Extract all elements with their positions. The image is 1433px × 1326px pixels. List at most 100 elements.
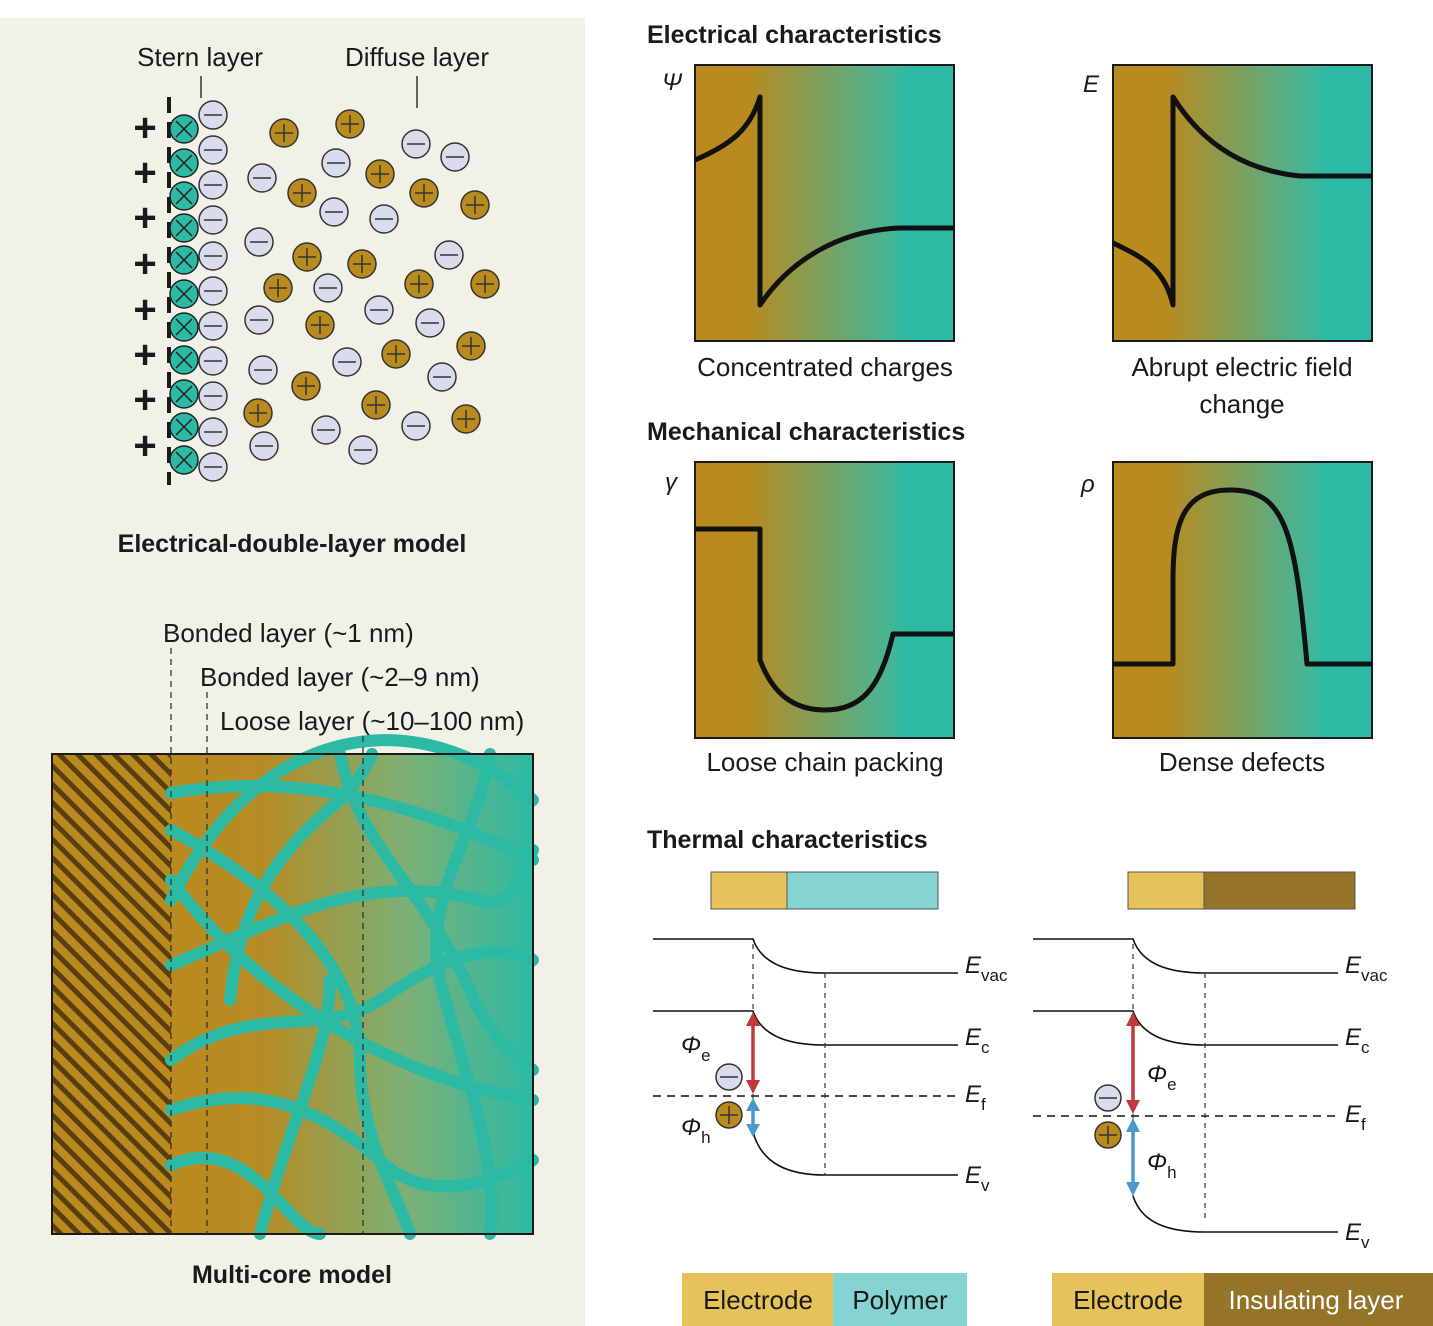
legend-insulating-label: Insulating layer [1229,1285,1404,1315]
diffuse-anion [244,305,274,335]
diffuse-anion [401,411,431,441]
edl-model-title: Electrical-double-layer model [118,530,467,558]
phi-h-label-left: Φh [681,1114,711,1147]
psi-axis-symbol: Ψ [662,69,683,96]
ev-label-right: Ev [1345,1219,1370,1252]
multicore-model-title: Multi-core model [192,1261,392,1289]
diffuse-anion [321,148,351,178]
adsorbed-ion [169,148,199,178]
gamma-plot-frame [694,461,955,739]
rho-axis-symbol: ρ [1080,471,1095,498]
electron-arrow-head-up [746,1012,760,1026]
plus-charge: + [133,424,156,468]
diffuse-layer-label: Diffuse layer [345,42,489,72]
stern-anion [198,205,228,235]
stern-anion [198,311,228,341]
diffuse-cation [291,371,321,401]
diffuse-anion [247,163,277,193]
diffuse-cation [292,242,322,272]
diffuse-cation [381,339,411,369]
diffuse-anion [313,273,343,303]
loose-layer-label: Loose layer (~10–100 nm) [220,706,524,736]
diffuse-cation [305,310,335,340]
polymer-band-lines [653,938,958,1176]
diffuse-cation [470,269,500,299]
polymer-color-bar [786,871,939,910]
psi-plot-frame [694,64,955,342]
plus-charge: + [133,196,156,240]
stern-anion [198,241,228,271]
gamma-axis-symbol: γ [665,469,679,496]
diffuse-cation [365,159,395,189]
e-field-caption-line2: change [1199,389,1284,419]
electrode-color-bar-right [1127,871,1205,910]
psi-profile-curve [694,94,954,308]
diffuse-cation [404,269,434,299]
diffuse-anion [369,204,399,234]
stern-layer-label: Stern layer [137,42,263,72]
diffuse-cation [287,178,317,208]
legend-electrode-right-label: Electrode [1073,1285,1183,1315]
adsorbed-ion [169,279,199,309]
diffuse-anion [319,197,349,227]
diffuse-anion [348,435,378,465]
diffuse-cation [361,390,391,420]
bonded-layer-1nm-label: Bonded layer (~1 nm) [163,618,414,648]
diffuse-layer-ions [243,109,500,465]
diffuse-cation [456,331,486,361]
stern-anion [198,170,228,200]
hole-arrow-head-up [746,1098,760,1111]
e-field-plot-frame [1112,64,1373,342]
hole-arrow-head-down [746,1124,760,1137]
stern-anion [198,346,228,376]
plus-charge: + [133,333,156,377]
insulating-band-lines [1033,938,1338,1233]
gamma-profile-curve [695,526,954,713]
electron-arrow-head-down [746,1080,760,1094]
diffuse-cation [263,273,293,303]
diffuse-cation [269,118,299,148]
adsorbed-ion [169,312,199,342]
electron-icon-right [1094,1084,1122,1112]
adsorbed-ion [169,181,199,211]
edl-model: Stern layer Diffuse layer ++++++++ Elect… [118,42,500,558]
plus-charge: + [133,106,156,150]
legend-insulating [1204,1273,1433,1326]
diffuse-anion [434,240,464,270]
adsorbed-ion [169,445,199,475]
evac-label-right: Evac [1345,952,1388,985]
ev-label-left: Ev [965,1162,990,1195]
mechanical-heading: Mechanical characteristics [647,418,965,446]
multicore-model: Bonded layer (~1 nm) Bonded layer (~2–9 … [51,618,539,1289]
stern-layer-ions [169,100,228,482]
electron-arrow-head-up-right [1126,1012,1140,1026]
hole-arrow-head-up-right [1126,1118,1140,1132]
electrode-color-bar [710,871,788,910]
diffuse-anion [249,431,279,461]
diffuse-cation [335,109,365,139]
diffuse-anion [311,415,341,445]
stern-anion [198,100,228,130]
thermal-heading: Thermal characteristics [647,826,928,854]
phi-e-label-left: Φe [681,1032,711,1065]
adsorbed-ion [169,114,199,144]
rho-profile-curve [1113,487,1372,667]
stern-anion [198,452,228,482]
plus-charge: + [133,151,156,195]
psi-caption: Concentrated charges [697,352,953,382]
diffuse-cation [243,398,273,428]
ec-label-right: Ec [1345,1024,1370,1057]
diffuse-anion [248,355,278,385]
adsorbed-ion [169,345,199,375]
electrical-heading: Electrical characteristics [647,21,942,49]
legend-electrode-left-label: Electrode [703,1285,813,1315]
ec-label-left: Ec [965,1024,990,1057]
diffuse-anion [364,295,394,325]
diffuse-anion [401,129,431,159]
diffuse-anion [332,347,362,377]
mechanical-characteristics: Mechanical characteristics γ Loose chain… [647,418,1373,777]
ef-label-left: Ef [965,1081,986,1114]
diffuse-anion [440,142,470,172]
stern-anion [198,276,228,306]
